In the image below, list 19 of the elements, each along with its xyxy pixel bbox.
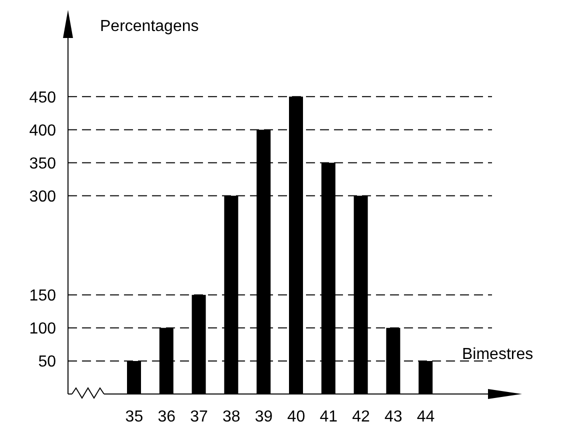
x-tick-label: 36: [158, 408, 176, 426]
x-tick-label: 44: [416, 408, 435, 426]
y-tick-label: 150: [29, 288, 56, 305]
y-tick-label: 400: [29, 122, 56, 140]
y-tick-label: 350: [29, 155, 56, 172]
x-axis-title: Bimestres: [462, 346, 534, 364]
x-tick-label: 43: [384, 408, 402, 426]
x-tick-label: 39: [254, 408, 273, 426]
x-tick-label: 40: [287, 408, 306, 426]
y-tick-label: 450: [29, 89, 56, 106]
y-tick-label: 50: [38, 354, 56, 371]
x-tick-label: 38: [222, 408, 240, 426]
x-tick-label: 42: [352, 408, 370, 426]
y-tick-label: 300: [29, 188, 56, 206]
y-tick-label: 100: [29, 320, 56, 338]
x-tick-label: 35: [125, 408, 144, 426]
x-tick-label: 37: [190, 408, 208, 426]
y-axis-title: Percentagens: [100, 18, 199, 36]
x-tick-label: 41: [320, 408, 338, 426]
